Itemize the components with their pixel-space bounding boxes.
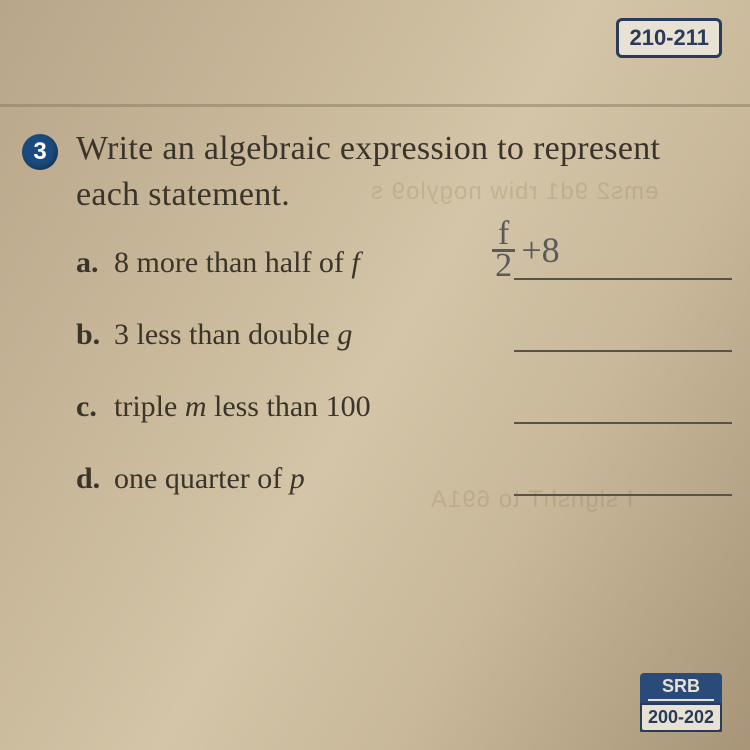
- page-reference-top: 210-211: [616, 18, 722, 58]
- srb-label: SRB: [648, 676, 714, 701]
- answer-blank[interactable]: [514, 390, 732, 424]
- section-divider: [0, 104, 750, 107]
- item-b: b. 3 less than double g: [76, 318, 732, 352]
- item-letter: a.: [76, 246, 104, 280]
- problem-block: 3 Write an algebraic expression to repre…: [22, 126, 732, 534]
- item-c: c. triple m less than 100: [76, 390, 732, 424]
- item-text: 3 less than double g: [114, 318, 504, 352]
- fraction-denominator: 2: [495, 252, 512, 281]
- item-list: a. 8 more than half of f b. 3 less than …: [76, 246, 732, 496]
- fraction: f 2: [492, 220, 515, 281]
- answer-blank[interactable]: [514, 246, 732, 280]
- item-text: triple m less than 100: [114, 390, 504, 424]
- answer-blank[interactable]: [514, 462, 732, 496]
- item-letter: c.: [76, 390, 104, 424]
- item-text: 8 more than half of f: [114, 246, 504, 280]
- answer-blank[interactable]: [514, 318, 732, 352]
- instruction-text: Write an algebraic expression to represe…: [76, 126, 732, 218]
- item-a: a. 8 more than half of f: [76, 246, 732, 280]
- srb-pages: 200-202: [640, 703, 722, 732]
- item-d: d. one quarter of p: [76, 462, 732, 496]
- page-reference-bottom: SRB 200-202: [640, 673, 722, 732]
- question-number-badge: 3: [22, 134, 58, 170]
- item-letter: b.: [76, 318, 104, 352]
- item-text: one quarter of p: [114, 462, 504, 496]
- item-letter: d.: [76, 462, 104, 496]
